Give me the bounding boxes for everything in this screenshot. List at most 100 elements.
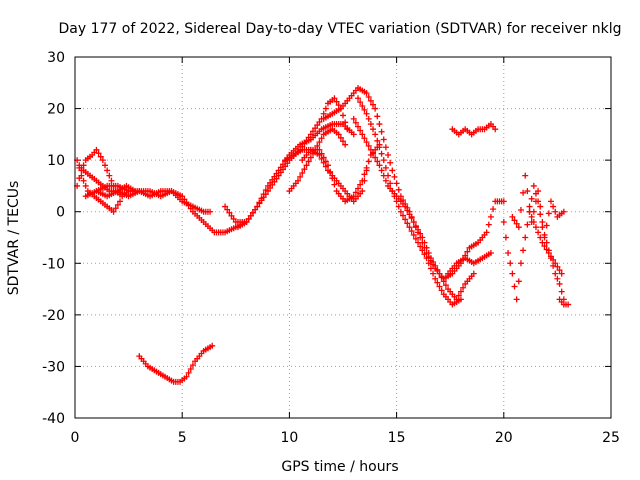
data-point: [355, 95, 362, 102]
data-point: [230, 215, 237, 222]
data-point: [436, 283, 443, 290]
data-point: [93, 146, 100, 153]
data-point: [410, 219, 417, 226]
data-point: [312, 125, 319, 132]
x-tick-label: 5: [178, 430, 187, 446]
data-point: [393, 198, 400, 205]
data-point: [393, 180, 400, 187]
data-point: [387, 180, 394, 187]
data-point: [438, 274, 445, 281]
data-point: [389, 167, 396, 174]
data-point: [402, 203, 409, 210]
data-point: [359, 131, 366, 138]
data-point: [415, 239, 422, 246]
data-point: [97, 153, 104, 160]
data-point: [530, 219, 537, 226]
data-point: [316, 139, 323, 146]
data-point: [391, 173, 398, 180]
data-point: [442, 282, 449, 289]
data-point: [380, 136, 387, 143]
series-arc-12: [320, 84, 507, 282]
data-point: [532, 224, 539, 231]
data-point: [522, 234, 529, 241]
data-point: [397, 208, 404, 215]
series-arc-13: [350, 115, 477, 303]
data-point: [382, 144, 389, 151]
data-point: [342, 119, 349, 126]
data-point: [543, 246, 550, 253]
data-point: [419, 247, 426, 254]
data-point: [226, 209, 233, 216]
data-point: [331, 95, 338, 102]
data-point: [267, 184, 274, 191]
data-point: [464, 248, 471, 255]
data-point: [359, 188, 366, 195]
data-point: [305, 158, 312, 165]
series-arc-20: [556, 296, 572, 308]
data-point: [271, 178, 278, 185]
data-point: [324, 162, 331, 169]
data-point: [372, 105, 379, 112]
data-point: [355, 185, 362, 192]
data-point: [382, 177, 389, 184]
data-point: [378, 128, 385, 135]
data-point: [419, 234, 426, 241]
data-point: [189, 362, 196, 369]
data-point: [556, 280, 563, 287]
grid: [75, 57, 611, 418]
data-point: [423, 244, 430, 251]
data-point: [269, 181, 276, 188]
data-point: [322, 158, 329, 165]
data-point: [307, 131, 314, 138]
series-arc-9: [286, 126, 349, 195]
series-arc-11: [299, 141, 383, 205]
data-point: [374, 113, 381, 120]
data-point: [524, 221, 531, 228]
data-point: [400, 212, 407, 219]
data-point: [537, 203, 544, 210]
data-point: [410, 231, 417, 238]
data-point: [355, 123, 362, 130]
data-point: [543, 222, 550, 229]
data-point: [314, 122, 321, 129]
data-point: [367, 146, 374, 153]
data-point: [387, 159, 394, 166]
data-point: [436, 270, 443, 277]
data-point: [316, 146, 323, 153]
data-point: [299, 170, 306, 177]
data-point: [243, 219, 250, 226]
data-point: [187, 366, 194, 373]
data-point: [183, 373, 190, 380]
data-point: [434, 266, 441, 273]
data-point: [361, 135, 368, 142]
data-point: [104, 167, 111, 174]
data-point: [378, 167, 385, 174]
y-tick-label: 10: [47, 153, 65, 169]
data-point: [357, 181, 364, 188]
data-point: [370, 150, 377, 157]
data-point: [391, 193, 398, 200]
data-point: [320, 110, 327, 117]
plot-frame: [74, 56, 612, 419]
data-point: [380, 157, 387, 164]
data-point: [425, 249, 432, 256]
data-point: [440, 278, 447, 285]
data-point: [385, 172, 392, 179]
data-point: [102, 162, 109, 169]
x-tick-labels: 0 5 10 15 20 25: [71, 430, 620, 446]
data-point: [526, 208, 533, 215]
data-point: [541, 243, 548, 250]
data-point: [337, 134, 344, 141]
data-point: [545, 249, 552, 256]
data-point: [187, 205, 194, 212]
data-point: [404, 207, 411, 214]
data-point: [82, 182, 89, 189]
data-point: [322, 105, 329, 112]
data-point: [552, 208, 559, 215]
series-arc-15: [445, 249, 494, 277]
data-point: [260, 194, 267, 201]
x-tick-label: 20: [495, 430, 513, 446]
data-point: [522, 172, 529, 179]
series-arc-17: [500, 182, 567, 303]
data-point: [395, 186, 402, 193]
